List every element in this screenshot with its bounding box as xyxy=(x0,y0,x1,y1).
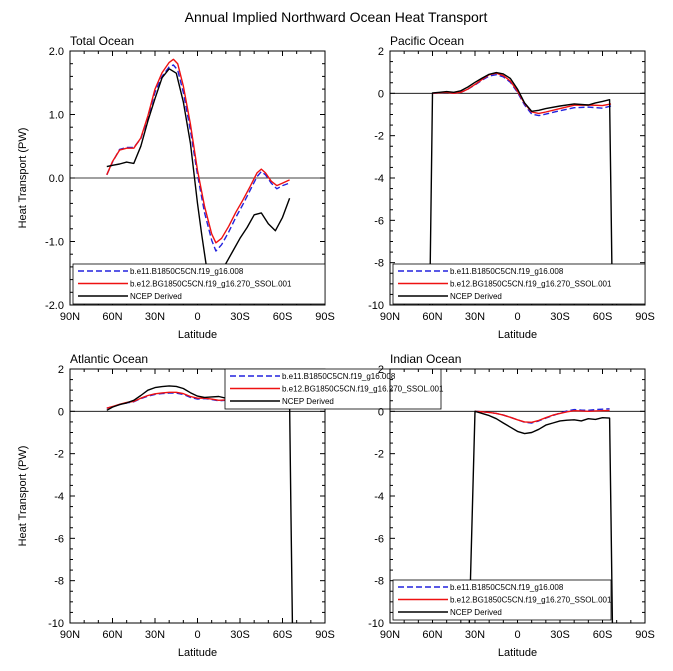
x-tick-label: 0 xyxy=(514,311,520,323)
y-axis-label: Heat Transport (PW) xyxy=(17,128,29,229)
y-tick-label: -2 xyxy=(374,449,384,461)
y-tick-label: -2.0 xyxy=(45,300,64,312)
figure-title: Annual Implied Northward Ocean Heat Tran… xyxy=(185,9,488,25)
legend-label: NCEP Derived xyxy=(450,292,502,301)
y-tick-label: 1.0 xyxy=(49,110,64,122)
x-tick-label: 60S xyxy=(593,311,613,323)
x-tick-label: 30S xyxy=(550,311,570,323)
y-tick-label: -4 xyxy=(374,491,384,503)
x-tick-label: 0 xyxy=(514,629,520,641)
series-line-2 xyxy=(106,68,291,286)
legend: b.e11.B1850C5CN.f19_g16.008 b.e12.BG1850C… xyxy=(72,263,326,305)
legend-label: b.e12.BG1850C5CN.f19_g16.270_SSOL.001 xyxy=(450,596,612,605)
x-tick-label: 30N xyxy=(145,629,165,641)
x-tick-label: 90S xyxy=(635,629,655,641)
legend: b.e11.B1850C5CN.f19_g16.008 b.e12.BG1850C… xyxy=(224,368,444,410)
series-group xyxy=(468,408,614,623)
y-tick-label: -4 xyxy=(54,491,64,503)
panel-3: 90N 60N 30N 0 30S 60S 90S -10 -8 -6 -4 -2 0 2 Indian O… xyxy=(368,352,655,659)
y-tick-label: -2 xyxy=(374,131,384,143)
x-tick-label: 30S xyxy=(550,629,570,641)
y-tick-label: 0 xyxy=(378,406,384,418)
y-tick-label: -6 xyxy=(374,215,384,227)
x-tick-label: 60S xyxy=(593,629,613,641)
series-line-1 xyxy=(474,409,610,423)
y-tick-label: -8 xyxy=(374,576,384,588)
series-line-0 xyxy=(106,64,290,252)
y-tick-label: 0 xyxy=(378,88,384,100)
legend-label: NCEP Derived xyxy=(450,608,502,617)
y-axis-label: Heat Transport (PW) xyxy=(17,446,29,547)
panel-1: 90N 60N 30N 0 30S 60S 90S -10 -8 -6 -4 -2 0 2 Pacific … xyxy=(368,34,655,341)
legend-label: b.e11.B1850C5CN.f19_g16.008 xyxy=(282,372,396,381)
legend: b.e11.B1850C5CN.f19_g16.008 b.e12.BG1850C… xyxy=(392,263,646,305)
y-tick-label: -2 xyxy=(54,449,64,461)
y-tick-label: 0 xyxy=(58,406,64,418)
x-axis-label: Latitude xyxy=(498,647,537,659)
series-group xyxy=(106,385,294,623)
x-tick-label: 30N xyxy=(465,311,485,323)
x-tick-label: 90S xyxy=(315,629,335,641)
x-tick-label: 90N xyxy=(380,311,400,323)
x-tick-label: 90N xyxy=(60,311,80,323)
x-tick-label: 60N xyxy=(102,629,122,641)
x-tick-label: 90N xyxy=(380,629,400,641)
y-tick-label: -8 xyxy=(54,576,64,588)
x-tick-label: 30S xyxy=(230,629,250,641)
panel-0: 90N 60N 30N 0 30S 60S 90S -2.0 -1.0 0.0 1.0 2.0 Tota… xyxy=(17,34,335,341)
y-tick-label: -10 xyxy=(368,300,384,312)
x-tick-label: 90N xyxy=(60,629,80,641)
x-tick-label: 90S xyxy=(635,311,655,323)
series-line-2 xyxy=(468,410,614,623)
y-tick-label: -1.0 xyxy=(45,237,64,249)
legend-label: b.e12.BG1850C5CN.f19_g16.270_SSOL.001 xyxy=(282,385,444,394)
x-tick-label: 30S xyxy=(230,311,250,323)
series-line-2 xyxy=(106,385,294,623)
series-line-2 xyxy=(429,71,614,305)
legend-label: NCEP Derived xyxy=(282,397,334,406)
y-tick-label: 2 xyxy=(378,46,384,58)
legend: b.e11.B1850C5CN.f19_g16.008 b.e12.BG1850C… xyxy=(392,579,612,621)
y-tick-label: -4 xyxy=(374,173,384,185)
legend-label: NCEP Derived xyxy=(130,292,182,301)
series-line-0 xyxy=(432,73,612,117)
y-tick-label: -8 xyxy=(374,258,384,270)
x-tick-label: 30N xyxy=(145,311,165,323)
panel-title: Pacific Ocean xyxy=(390,34,464,48)
y-tick-label: -6 xyxy=(54,533,64,545)
legend-label: b.e12.BG1850C5CN.f19_g16.270_SSOL.001 xyxy=(130,280,292,289)
panel-title: Indian Ocean xyxy=(390,352,461,366)
y-tick-label: 0.0 xyxy=(49,173,64,185)
y-tick-label: -10 xyxy=(48,618,64,630)
y-tick-label: 2 xyxy=(378,364,384,376)
x-tick-label: 30N xyxy=(465,629,485,641)
x-tick-label: 60N xyxy=(422,629,442,641)
x-axis-label: Latitude xyxy=(178,329,217,341)
y-tick-label: -6 xyxy=(374,533,384,545)
x-tick-label: 60N xyxy=(422,311,442,323)
legend-label: b.e11.B1850C5CN.f19_g16.008 xyxy=(450,583,564,592)
y-tick-label: 2 xyxy=(58,364,64,376)
x-tick-label: 60S xyxy=(273,629,293,641)
series-line-1 xyxy=(432,72,612,115)
panel-title: Atlantic Ocean xyxy=(70,352,148,366)
series-line-1 xyxy=(106,58,290,244)
panel-title: Total Ocean xyxy=(70,34,134,48)
legend-label: b.e11.B1850C5CN.f19_g16.008 xyxy=(450,267,564,276)
x-tick-label: 0 xyxy=(194,629,200,641)
x-tick-label: 60N xyxy=(102,311,122,323)
legend-label: b.e11.B1850C5CN.f19_g16.008 xyxy=(130,267,244,276)
x-tick-label: 60S xyxy=(273,311,293,323)
series-group xyxy=(106,58,291,286)
legend-label: b.e12.BG1850C5CN.f19_g16.270_SSOL.001 xyxy=(450,280,612,289)
panel-2: 90N 60N 30N 0 30S 60S 90S -10 -8 -6 -4 -2 0 2 Atlantic… xyxy=(17,352,444,659)
y-tick-label: 2.0 xyxy=(49,46,64,58)
x-axis-label: Latitude xyxy=(498,329,537,341)
series-group xyxy=(429,71,614,305)
x-tick-label: 0 xyxy=(194,311,200,323)
x-tick-label: 90S xyxy=(315,311,335,323)
y-tick-label: -10 xyxy=(368,618,384,630)
x-axis-label: Latitude xyxy=(178,647,217,659)
